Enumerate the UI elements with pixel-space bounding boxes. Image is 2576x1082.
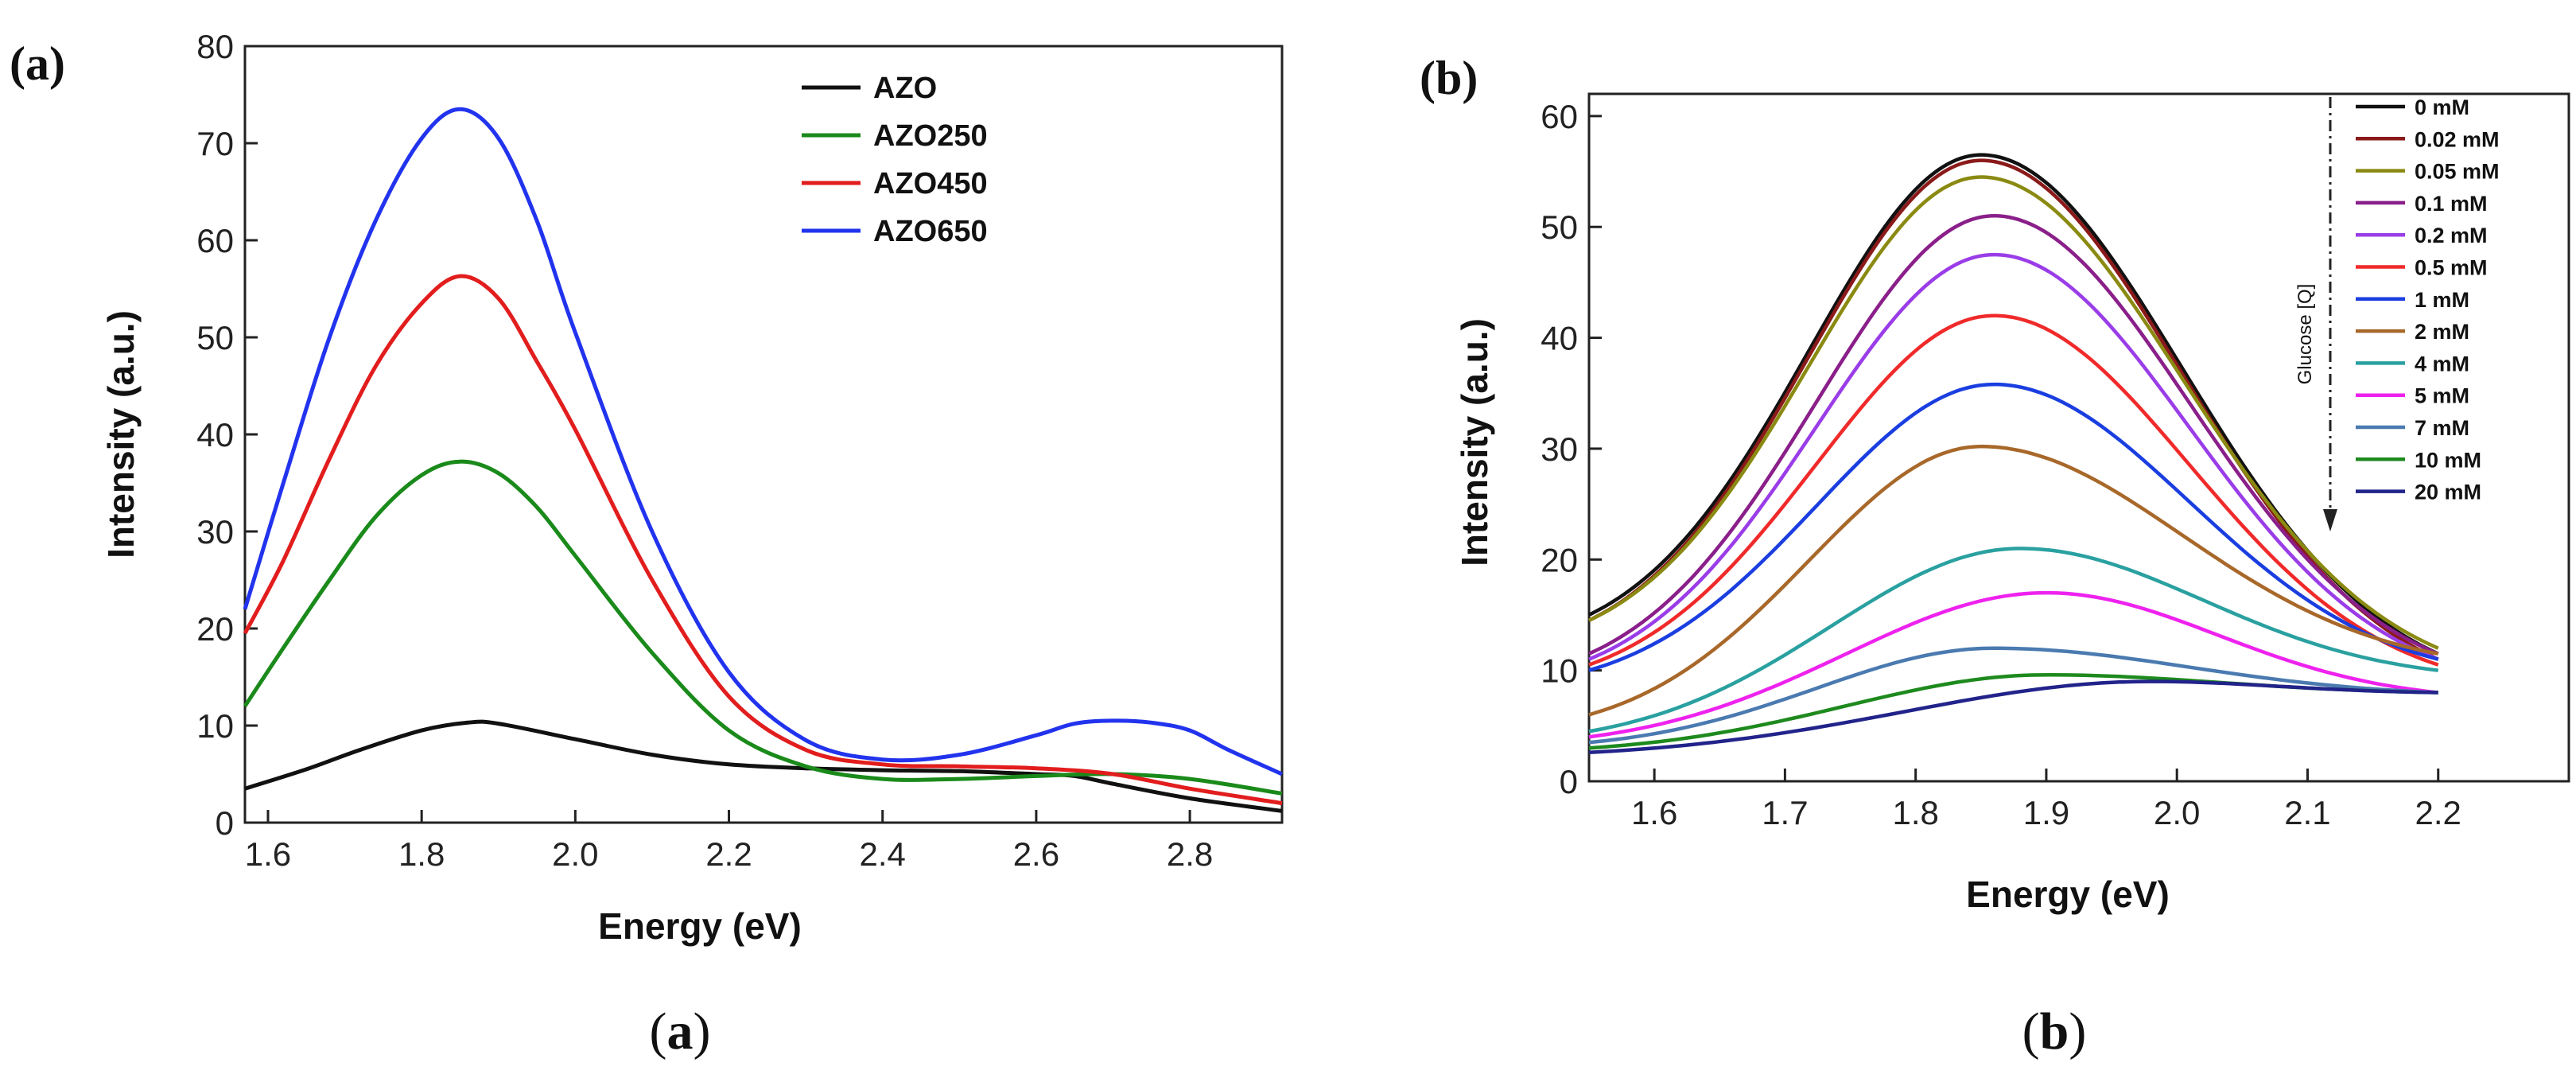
panel-a-tag: (a) (10, 37, 65, 90)
panel-b-ytick-label: 40 (1541, 320, 1578, 357)
panel-a-xtick-label: 2.8 (1167, 835, 1213, 873)
series-line-2-mm (1588, 444, 2439, 717)
panel-b-ylabel: Intensity (a.u.) (1454, 318, 1495, 566)
panel-b-xtick-label: 1.9 (2023, 794, 2069, 831)
panel-a-xtick-label: 2.4 (860, 835, 906, 873)
legend-label-0-5-mm: 0.5 mM (2415, 256, 2488, 280)
series-line-0-2-mm (1588, 252, 2439, 661)
panel-b-xtick-label: 1.8 (1892, 794, 1938, 831)
panel-b-x-ticks: 1.6 1.7 1.8 1.9 2.0 2.1 2.2 (1631, 769, 2461, 831)
panel-a-chart: (a) 0 10 20 30 40 50 60 70 80 1.6 1.8 2.0 2.2 2.4 2.6… (10, 28, 1284, 947)
panel-a-x-ticks: 1.6 1.8 2.0 2.2 2.4 2.6 2.8 (245, 810, 1213, 873)
panel-b-ytick-label: 20 (1541, 541, 1578, 578)
panel-b-legend: 0 mM 0.02 mM 0.05 mM 0.1 mM 0.2 mM 0.5 mM 1 mM… (2356, 95, 2500, 504)
panel-a-ytick-label: 70 (196, 125, 234, 162)
panel-a-xlabel: Energy (eV) (598, 905, 802, 947)
series-line-20-mm (1588, 679, 2438, 755)
legend-label-5-mm: 5 mM (2415, 384, 2469, 408)
panel-a-ytick-label: 80 (196, 28, 234, 65)
legend-label-20-mm: 20 mM (2415, 481, 2481, 504)
legend-label-1-mm: 1 mM (2415, 288, 2469, 312)
legend-label-0-05-mm: 0.05 mM (2415, 160, 2500, 184)
panel-b-series (1587, 153, 2439, 755)
panel-b-ytick-label: 60 (1541, 98, 1578, 135)
series-line-0-05-mm (1587, 175, 2439, 650)
series-line-0-1-mm (1588, 214, 2439, 656)
panel-a-ytick-label: 60 (196, 222, 234, 259)
legend-label-7-mm: 7 mM (2415, 416, 2469, 440)
series-line-0-5-mm (1588, 313, 2439, 667)
caption-a: (a) (650, 1002, 711, 1061)
panel-b-ytick-label: 50 (1541, 208, 1578, 246)
panel-b-xtick-label: 1.7 (1762, 794, 1808, 831)
panel-a-xtick-label: 2.0 (552, 835, 598, 873)
caption-b: (b) (2022, 1002, 2087, 1061)
glucose-annotation: Glucose [Q] (2294, 284, 2316, 385)
series-line-4-mm (1588, 547, 2438, 734)
panel-b-ytick-label: 10 (1541, 652, 1578, 690)
series-line-azo450 (243, 274, 1283, 806)
panel-a-ytick-label: 0 (216, 804, 234, 842)
series-line-5-mm (1588, 590, 2438, 739)
legend-label-azo450: AZO450 (873, 167, 988, 200)
panel-b-xlabel: Energy (eV) (1966, 874, 2170, 915)
legend-label-0-02-mm: 0.02 mM (2415, 127, 2500, 151)
panel-a-legend: AZO AZO250 AZO450 AZO650 (802, 72, 988, 248)
panel-a-y-ticks: 0 10 20 30 40 50 60 70 80 (196, 28, 258, 842)
panel-b-xtick-label: 2.2 (2415, 794, 2461, 831)
glucose-arrow-head (2323, 509, 2337, 531)
panel-b-xtick-label: 2.0 (2154, 794, 2200, 831)
legend-label-0-2-mm: 0.2 mM (2415, 224, 2488, 247)
series-line-1-mm (1588, 382, 2439, 672)
panel-a-xtick-label: 1.6 (245, 835, 291, 873)
panel-b-plot-frame (1587, 92, 2570, 783)
glucose-arrow: Glucose [Q] (2294, 97, 2337, 531)
series-line-azo650 (243, 107, 1284, 776)
legend-label-0-1-mm: 0.1 mM (2415, 192, 2488, 216)
series-line-azo (244, 719, 1283, 813)
legend-label-2-mm: 2 mM (2415, 320, 2469, 344)
panel-a-ytick-label: 20 (196, 610, 234, 648)
panel-a-ytick-label: 50 (196, 319, 234, 356)
panel-a-xtick-label: 2.6 (1013, 835, 1059, 873)
panel-b-y-ticks: 0 10 20 30 40 50 60 (1541, 98, 1602, 800)
panel-a-xtick-label: 2.2 (705, 835, 752, 873)
legend-label-azo650: AZO650 (873, 215, 988, 248)
panel-b-ytick-label: 0 (1560, 763, 1578, 800)
panel-b-xtick-label: 2.1 (2284, 794, 2330, 831)
panel-a-plot-frame (243, 45, 1284, 824)
series-line-7-mm (1588, 646, 2438, 745)
panel-a-ytick-label: 30 (196, 513, 234, 551)
legend-label-azo250: AZO250 (873, 119, 988, 153)
panel-b-ytick-label: 30 (1541, 430, 1578, 468)
panel-a-ytick-label: 10 (196, 707, 234, 745)
series-line-0-mm (1587, 153, 2439, 656)
series-line-azo250 (243, 459, 1283, 796)
legend-label-4-mm: 4 mM (2415, 352, 2469, 376)
panel-a-ylabel: Intensity (a.u.) (100, 310, 142, 559)
series-line-10-mm (1588, 672, 2438, 750)
panel-b-xtick-label: 1.6 (1631, 794, 1677, 831)
series-line-0-02-mm (1587, 158, 2439, 661)
legend-label-10-mm: 10 mM (2415, 448, 2481, 472)
panel-a-series (243, 107, 1284, 813)
panel-a-xtick-label: 1.8 (398, 835, 445, 873)
legend-label-0-mm: 0 mM (2415, 95, 2469, 119)
legend-label-azo: AZO (873, 72, 937, 105)
panel-a-ytick-label: 40 (196, 416, 234, 453)
panel-b-tag: (b) (1420, 52, 1478, 104)
